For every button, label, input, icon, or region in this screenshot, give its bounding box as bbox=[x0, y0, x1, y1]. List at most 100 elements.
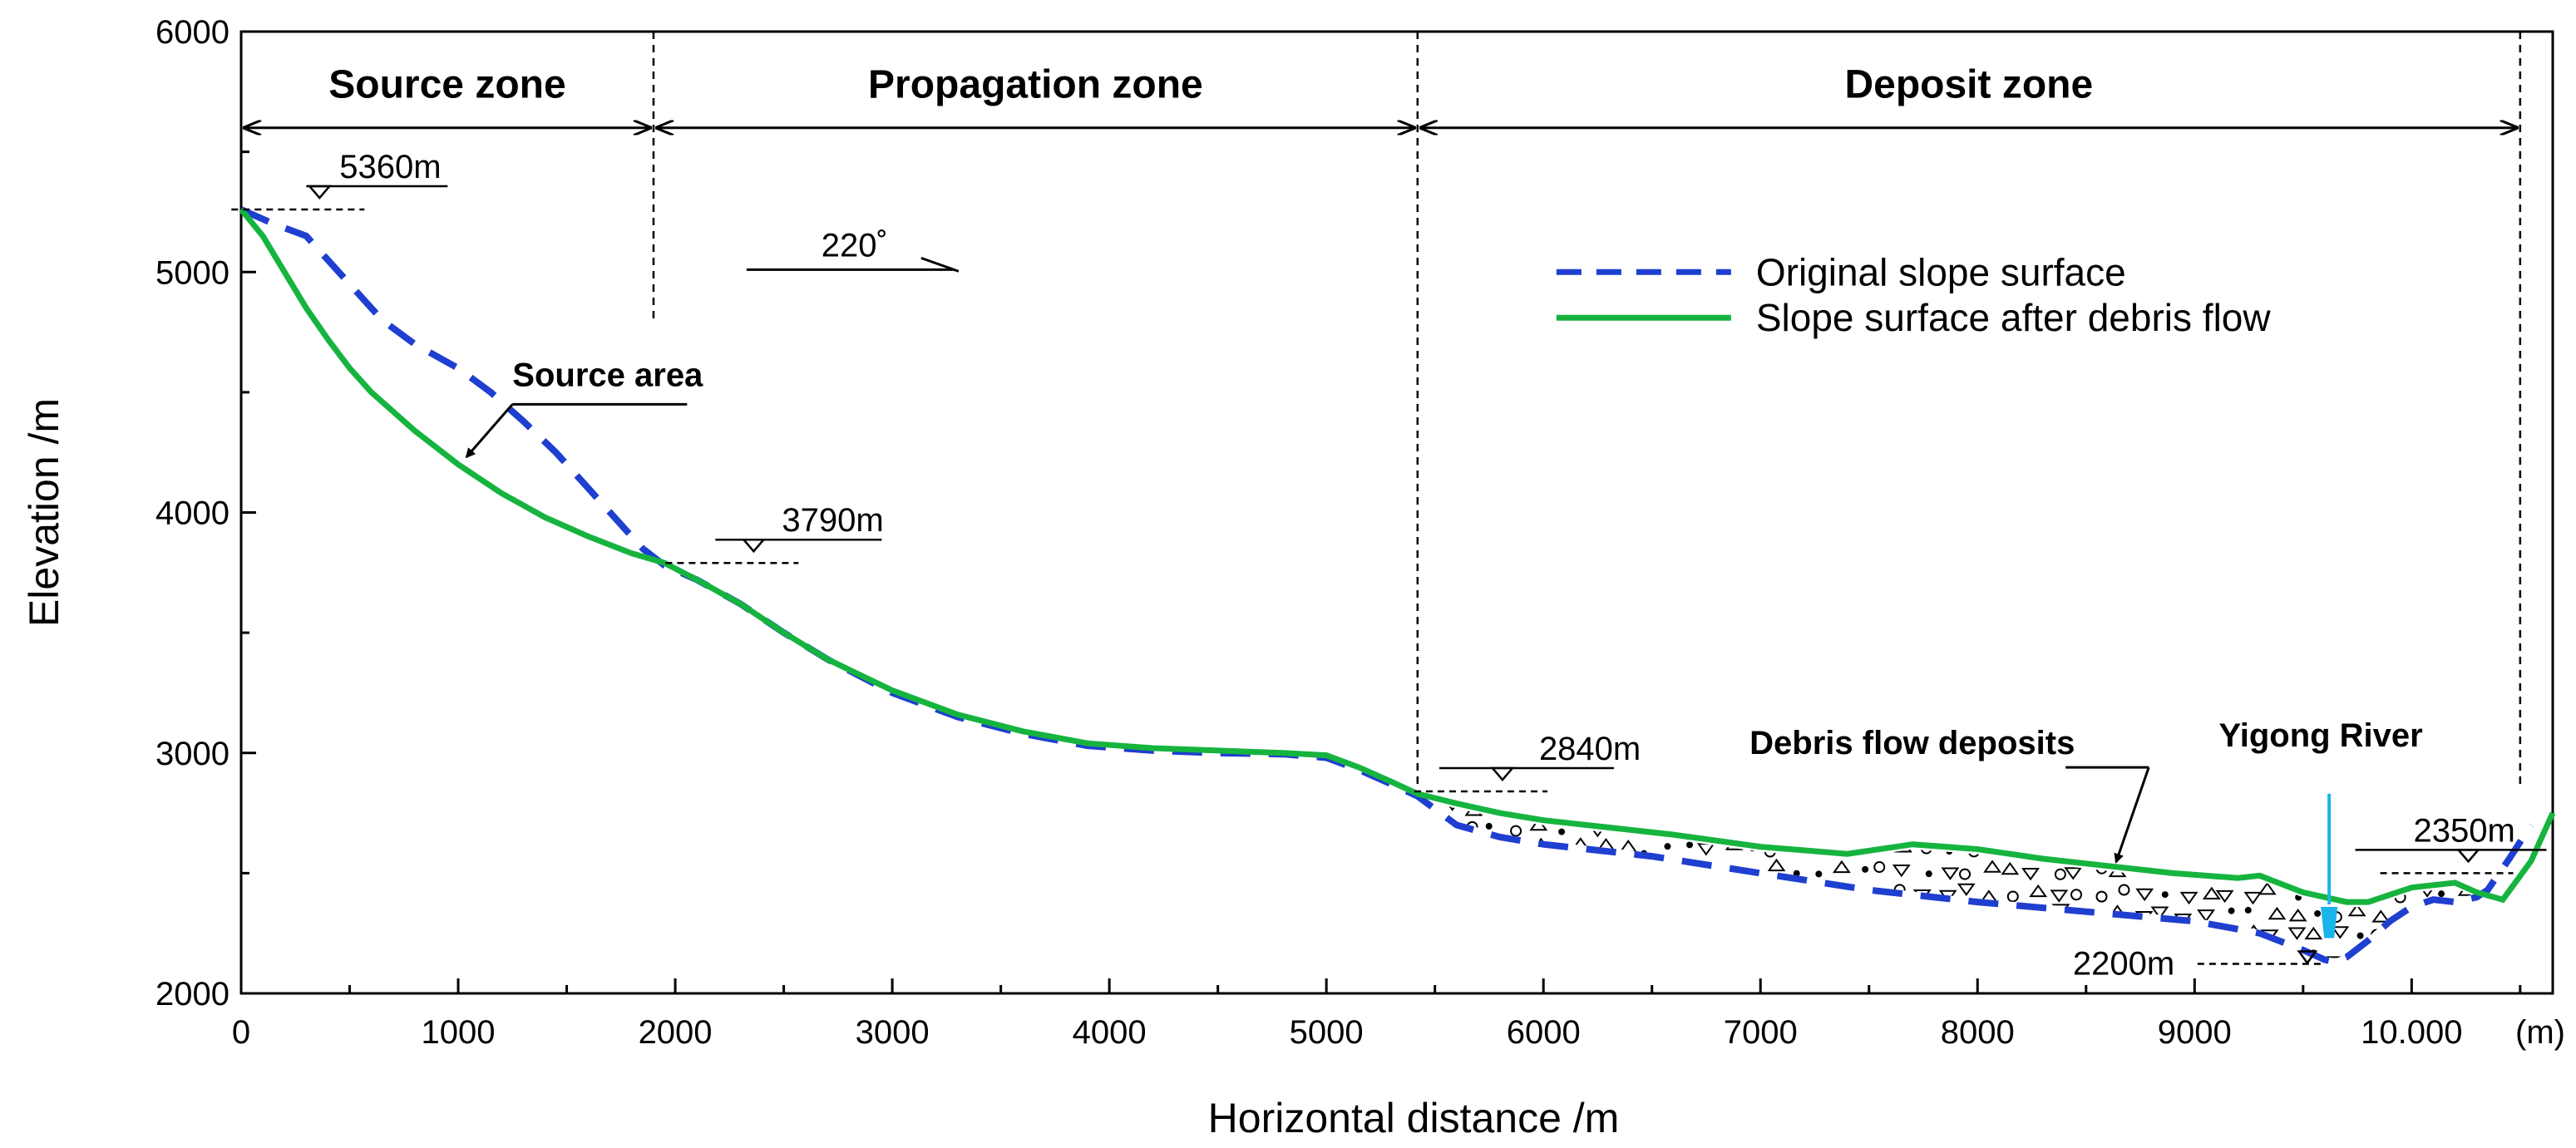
debris-triangle bbox=[2150, 906, 2169, 919]
debris-ring bbox=[1469, 891, 1482, 904]
debris-dot bbox=[1644, 802, 1651, 810]
debris-triangle bbox=[2197, 909, 2216, 923]
debris-triangle bbox=[1615, 948, 1634, 959]
debris-triangle bbox=[1554, 953, 1573, 959]
debris-ring bbox=[1532, 951, 1545, 959]
debris-triangle bbox=[2138, 821, 2157, 835]
debris-dot bbox=[1466, 953, 1473, 959]
debris-triangle bbox=[2439, 953, 2458, 959]
debris-triangle bbox=[2372, 859, 2391, 873]
river-label: Yigong River bbox=[2219, 717, 2423, 754]
angle-indicator: 220˚ bbox=[746, 227, 960, 273]
debris-triangle bbox=[1463, 923, 1483, 937]
x-tick-label: 10.000 bbox=[2361, 1014, 2462, 1051]
debris-triangle bbox=[1957, 820, 1976, 833]
debris-triangle bbox=[1596, 956, 1616, 959]
y-tick-label: 4000 bbox=[155, 495, 229, 532]
debris-triangle bbox=[1502, 928, 1521, 941]
debris-dot bbox=[1448, 909, 1455, 917]
y-tick-label: 6000 bbox=[155, 14, 229, 51]
debris-triangle bbox=[1937, 816, 1956, 830]
debris-dot bbox=[1723, 867, 1730, 875]
debris-dot bbox=[1917, 952, 1925, 959]
debris-dot bbox=[1853, 949, 1860, 957]
debris-triangle bbox=[1465, 861, 1484, 875]
debris-triangle bbox=[2021, 868, 2040, 881]
debris-ring bbox=[2026, 950, 2038, 959]
debris-triangle bbox=[2287, 797, 2306, 810]
debris-dot bbox=[2378, 887, 2386, 894]
x-tick-label: 1000 bbox=[422, 1014, 496, 1051]
debris-triangle bbox=[2092, 845, 2111, 859]
elevation-marker bbox=[307, 185, 333, 200]
debris-triangle bbox=[1878, 803, 1897, 816]
debris-dot bbox=[1881, 906, 1888, 914]
series-line-slope-after-debris-flow bbox=[239, 207, 2556, 905]
debris-triangle bbox=[1570, 909, 1589, 923]
debris-triangle bbox=[1814, 946, 1833, 959]
debris-triangle bbox=[2410, 929, 2429, 943]
debris-dot bbox=[1854, 825, 1862, 833]
debris-triangle bbox=[2202, 816, 2221, 830]
debris-dot bbox=[1493, 934, 1500, 941]
debris-triangle bbox=[2261, 845, 2280, 859]
debris-triangle bbox=[1532, 932, 1551, 945]
debris-triangle bbox=[2370, 800, 2389, 813]
zone-markers: Source zone Propagation zone Deposit zone bbox=[244, 32, 2522, 787]
debris-ring bbox=[2443, 802, 2455, 815]
debris-deposit-pattern bbox=[1424, 797, 2477, 959]
elevation-marker bbox=[1490, 766, 1515, 781]
elevation-label: 2200m bbox=[2073, 946, 2174, 983]
debris-triangle bbox=[1891, 953, 1910, 959]
debris-dot bbox=[1532, 806, 1539, 814]
debris-triangle bbox=[1488, 904, 1508, 918]
debris-ring bbox=[2076, 929, 2089, 941]
elevation-marker bbox=[741, 538, 767, 554]
debris-triangle bbox=[2028, 823, 2047, 836]
debris-dot bbox=[1925, 870, 1932, 878]
debris-triangle bbox=[1981, 910, 2001, 924]
debris-triangle bbox=[1617, 889, 1636, 903]
debris-dot bbox=[1576, 936, 1583, 944]
debris-ring bbox=[2006, 890, 2019, 903]
debris-triangle bbox=[1552, 924, 1571, 937]
debris-triangle bbox=[1619, 839, 1638, 853]
debris-triangle bbox=[2452, 909, 2471, 924]
debris-dot bbox=[2445, 907, 2453, 914]
debris-triangle bbox=[2302, 839, 2321, 852]
debris-dot bbox=[1686, 841, 1694, 849]
debris-triangle bbox=[1740, 906, 1759, 919]
debris-triangle bbox=[2049, 953, 2068, 959]
debris-triangle bbox=[1653, 798, 1672, 811]
legend: Original slope surface Slope surface aft… bbox=[1556, 250, 2271, 339]
debris-dot bbox=[1706, 908, 1714, 915]
debris-triangle bbox=[1591, 798, 1611, 812]
debris-triangle bbox=[1899, 927, 1918, 941]
debris-ring bbox=[2116, 927, 2129, 939]
debris-triangle bbox=[1615, 929, 1634, 942]
debris-triangle bbox=[2263, 951, 2282, 959]
debris-dot bbox=[2248, 825, 2256, 832]
debris-triangle bbox=[2288, 909, 2307, 922]
debris-triangle bbox=[1785, 931, 1804, 944]
debris-triangle bbox=[1504, 888, 1523, 901]
debris-ring bbox=[1638, 882, 1651, 894]
debris-dot bbox=[1514, 953, 1522, 959]
debris-dot bbox=[1899, 909, 1907, 917]
debris-ring bbox=[1490, 797, 1503, 810]
debris-dot bbox=[2035, 798, 2042, 806]
debris-triangle bbox=[2376, 841, 2395, 855]
debris-dot bbox=[1532, 862, 1539, 870]
x-tick-label: 9000 bbox=[2158, 1014, 2232, 1051]
debris-triangle bbox=[2179, 891, 2198, 905]
debris-triangle bbox=[1424, 926, 1443, 939]
debris-dot bbox=[1769, 805, 1776, 812]
debris-dot bbox=[1725, 805, 1733, 812]
elevation-label: 2840m bbox=[1539, 731, 1641, 767]
debris-ring bbox=[2312, 797, 2325, 807]
source-area-label: Source area bbox=[512, 357, 703, 393]
debris-triangle bbox=[1764, 823, 1784, 837]
debris-ring bbox=[1492, 948, 1504, 959]
debris-triangle bbox=[2348, 887, 2367, 900]
x-tick-label: 0 bbox=[232, 1014, 250, 1051]
